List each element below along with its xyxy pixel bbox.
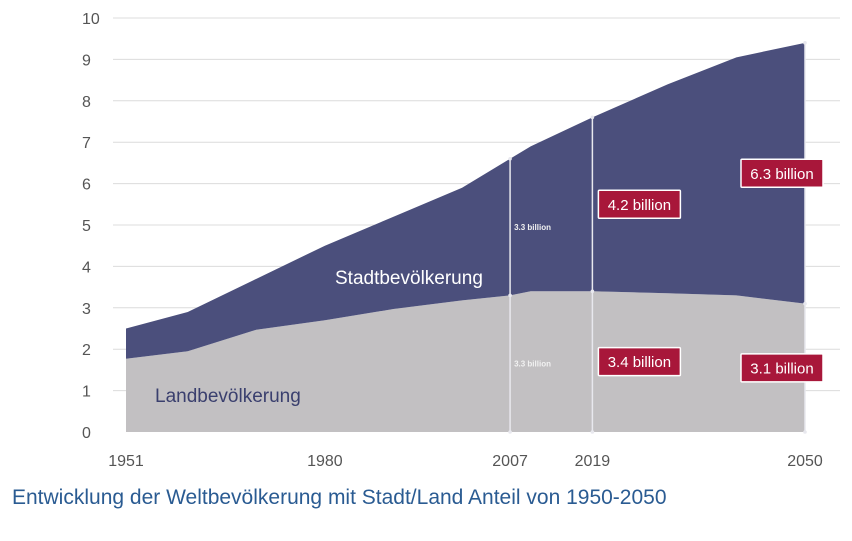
y-tick-label: 4 [82, 259, 91, 276]
annotation-marker [508, 156, 512, 161]
rural-value-box: 3.4 billion [597, 346, 682, 377]
rural-value-box-bg [597, 346, 682, 377]
y-axis-ticks: 0 1 2 3 4 5 6 7 8 9 10 [82, 11, 100, 442]
y-tick-label: 8 [82, 94, 91, 111]
annotation-marker [803, 430, 807, 434]
y-tick-label: 0 [82, 425, 91, 442]
chart-caption: Entwicklung der Weltbevölkerung mit Stad… [12, 486, 667, 509]
urban-value-box-bg [740, 158, 824, 188]
y-tick-label: 5 [82, 218, 91, 235]
annotation-marker [508, 430, 512, 434]
rural-value-box-bg [740, 353, 824, 383]
x-tick-label: 2050 [787, 453, 823, 470]
rural-value-box-text: 3.4 billion [608, 354, 671, 371]
x-tick-label: 1951 [108, 453, 144, 470]
urban-value-box-text: 6.3 billion [750, 166, 813, 183]
y-tick-label: 2 [82, 342, 91, 359]
urban-value-box: 6.3 billion [740, 158, 824, 188]
y-tick-label: 3 [82, 301, 91, 318]
population-area-chart: 0 1 2 3 4 5 6 7 8 9 10 1951 1980 2007 2019 2050 Stadtb… [82, 11, 840, 470]
x-tick-label: 1980 [307, 453, 343, 470]
rural-value-label: 3.3 billion [514, 360, 551, 369]
annotation-marker [590, 115, 595, 120]
annotation-marker [803, 41, 807, 45]
y-tick-label: 6 [82, 177, 91, 194]
y-tick-label: 10 [82, 11, 100, 28]
urban-value-box: 4.2 billion [597, 189, 682, 220]
annotation-marker [590, 430, 595, 434]
urban-value-label: 3.3 billion [514, 223, 551, 232]
y-tick-label: 7 [82, 135, 91, 152]
x-tick-label: 2019 [575, 453, 611, 470]
urban-area [126, 42, 805, 359]
annotation-marker [803, 301, 807, 306]
urban-value-box-bg [597, 189, 682, 220]
y-tick-label: 9 [82, 52, 91, 69]
x-tick-label: 2007 [492, 453, 528, 470]
rural-area [126, 291, 805, 432]
x-axis-ticks: 1951 1980 2007 2019 2050 [108, 453, 823, 470]
annotation-marker [590, 289, 595, 294]
rural-value-box-text: 3.1 billion [750, 360, 813, 377]
urban-value-box-text: 4.2 billion [608, 197, 671, 214]
rural-value-box: 3.1 billion [740, 353, 824, 383]
annotations: 3.3 billion 3.3 billion 4.2 billion 3.4 bil… [514, 158, 824, 383]
y-tick-label: 1 [82, 384, 91, 401]
rural-series-label: Landbevölkerung [155, 386, 301, 407]
urban-series-label: Stadtbevölkerung [335, 268, 483, 289]
annotation-marker [508, 293, 512, 298]
